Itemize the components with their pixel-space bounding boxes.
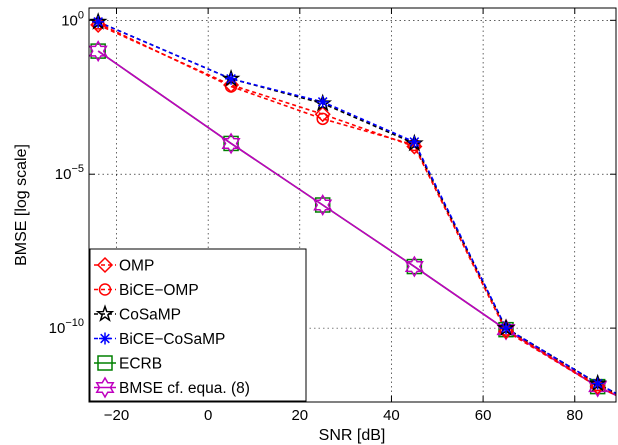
legend-marker — [97, 355, 113, 371]
series-3-marker — [316, 95, 329, 108]
legend-entry-label: OMP — [119, 258, 154, 275]
x-tick-label: 80 — [566, 407, 583, 424]
y-tick-label: 10−10 — [49, 317, 84, 337]
y-tick-label-base: 10 — [61, 12, 78, 29]
legend-entry-label: ECRB — [119, 356, 162, 373]
legend-marker — [99, 332, 111, 345]
series-0-marker — [314, 106, 331, 123]
legend-box — [89, 248, 307, 402]
y-tick-label-exponent: −10 — [65, 317, 84, 329]
legend-marker — [95, 376, 115, 399]
legend-marker — [96, 256, 114, 274]
x-tick-label: 0 — [204, 407, 212, 424]
legend: OMP BiCE−OMP CoSaMP BiCE−CoSaMP ECRB BMSE cf.… — [89, 248, 307, 402]
y-tick-label: 10−5 — [55, 163, 84, 183]
series-3-marker — [92, 15, 105, 28]
series-1-marker — [316, 112, 329, 126]
series-4-marker — [314, 197, 331, 213]
legend-marker — [98, 283, 112, 296]
legend-entry-label: CoSaMP — [119, 307, 181, 324]
y-tick-label-exponent: −5 — [71, 163, 84, 175]
x-tick-label: 20 — [291, 407, 308, 424]
series-4-marker — [223, 135, 239, 152]
y-axis-label: BMSE [log scale] — [13, 144, 30, 266]
series-3-marker — [408, 135, 421, 148]
x-tick-label: −20 — [104, 407, 129, 424]
series-0-marker — [406, 138, 423, 155]
plot-frame — [88, 7, 617, 403]
x-tick-label: 40 — [383, 407, 400, 424]
legend-entry-label: BiCE−OMP — [119, 282, 199, 299]
series-5-marker — [588, 375, 608, 398]
series-3-marker — [500, 322, 513, 335]
y-tick-label-base: 10 — [55, 166, 72, 183]
legend-entry-label: BiCE−CoSaMP — [119, 331, 225, 348]
series-5-marker — [313, 194, 333, 216]
series-4-marker — [90, 43, 106, 59]
y-tick-label-base: 10 — [49, 320, 66, 337]
series-4-marker — [406, 258, 423, 275]
series-5-marker — [221, 132, 241, 155]
x-axis-label: SNR [dB] — [319, 427, 386, 444]
legend-marker — [95, 304, 115, 322]
series-3-marker — [225, 72, 238, 85]
series-5-marker — [89, 40, 108, 63]
series-markers — [89, 12, 608, 398]
y-tick-label: 100 — [61, 9, 84, 29]
y-tick-label-exponent: 0 — [78, 9, 84, 21]
x-tick-label: 60 — [475, 407, 492, 424]
legend-entry-label: BMSE cf. equa. (8) — [119, 380, 250, 397]
series-3-marker — [591, 377, 604, 390]
series-5-marker — [404, 255, 424, 278]
